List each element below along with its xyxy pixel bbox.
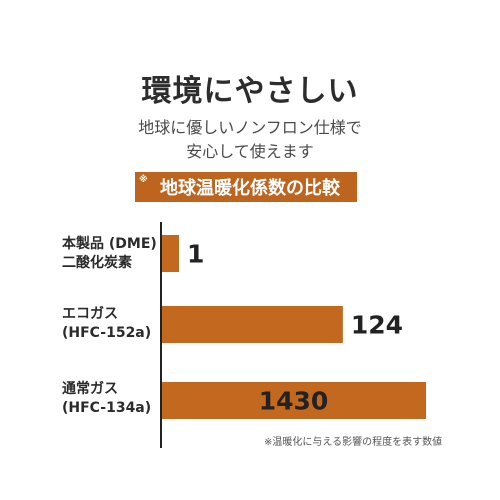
category-label-line-1: 通常ガス (62, 381, 118, 397)
page-title: 環境にやさしい (141, 74, 359, 109)
subtitle-line-1: 地球に優しいノンフロン仕様で (138, 118, 362, 137)
category-label-line-2: (HFC-134a) (62, 400, 152, 416)
bar-1 (161, 306, 343, 343)
bar-value-label-0: 1 (187, 240, 204, 269)
subtitle: 地球に優しいノンフロン仕様で 安心して使えます (0, 116, 500, 164)
footnote: ※温暖化に与える影響の程度を表す数値 (264, 437, 443, 448)
bar-0 (161, 235, 179, 272)
comparison-banner: ※ 地球温暖化係数の比較 (135, 172, 357, 202)
banner-text: 地球温暖化係数の比較 (160, 178, 340, 199)
bar-value-label-2: 1430 (259, 387, 329, 416)
category-label-hfc134a: 通常ガス (HFC-134a) (62, 380, 162, 418)
subtitle-line-2: 安心して使えます (186, 142, 314, 161)
category-label-line-2: (HFC-152a) (62, 325, 152, 341)
category-label-line-1: 本製品 (DME) (62, 236, 157, 252)
bar-value-label-1: 124 (351, 311, 403, 340)
category-label-dme: 本製品 (DME) 二酸化炭素 (62, 235, 162, 273)
category-label-hfc152a: エコガス (HFC-152a) (62, 305, 162, 343)
category-label-line-2: 二酸化炭素 (62, 255, 132, 271)
banner-note-mark: ※ (139, 175, 148, 185)
category-label-line-1: エコガス (62, 306, 118, 322)
bar-2 (161, 382, 426, 419)
